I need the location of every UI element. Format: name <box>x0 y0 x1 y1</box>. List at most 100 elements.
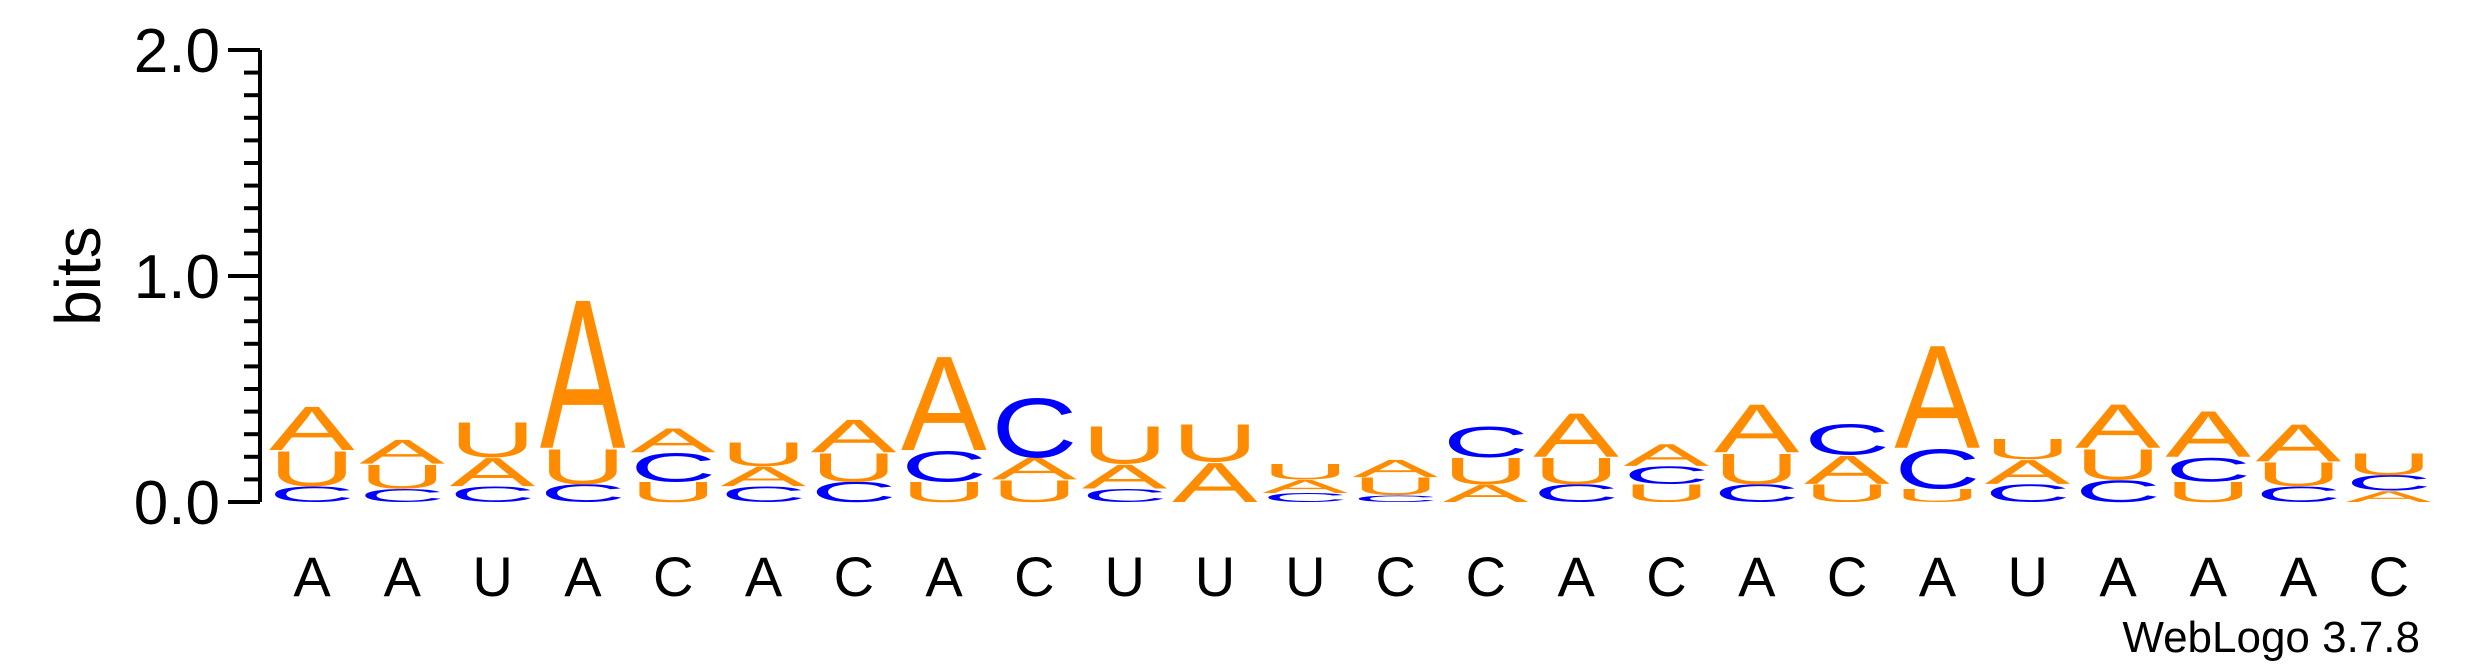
logo-letter-A: A <box>1804 448 1890 493</box>
x-tick-label: A <box>564 545 602 608</box>
logo-column: UCA <box>2165 397 2251 508</box>
y-axis-label: bits <box>42 226 114 326</box>
logo-letter-C: C <box>1714 480 1800 508</box>
logo-letter-A: A <box>1262 476 1348 497</box>
logo-letter-U: U <box>1985 434 2071 465</box>
x-tick-label: C <box>834 545 874 608</box>
logo-letter-A: A <box>991 451 1078 486</box>
logo-letter-U: U <box>450 412 536 468</box>
logo-letter-C: C <box>1082 485 1168 506</box>
logo-letter-C: C <box>1894 438 1980 501</box>
logo-letter-C: C <box>359 485 445 506</box>
logo-letter-U: U <box>1894 485 1980 506</box>
logo-column: CUA <box>2256 413 2342 507</box>
logo-letter-C: C <box>991 380 1077 475</box>
logo-column: AUC <box>1443 418 1529 508</box>
logo-letter-C: C <box>1533 480 1619 508</box>
logo-letter-A: A <box>1624 437 1711 472</box>
logo-letter-A: A <box>811 410 897 463</box>
logo-letter-C: C <box>1804 415 1890 464</box>
x-tick-label: U <box>1104 545 1144 608</box>
logo-column: CAU <box>450 412 536 507</box>
logo-column: CUA <box>359 432 445 506</box>
logo-letter-C: C <box>1443 418 1529 467</box>
x-tick-label: C <box>1466 545 1506 608</box>
logo-letter-A: A <box>2346 488 2432 506</box>
x-tick-label: A <box>2099 545 2137 608</box>
logo-letter-C: C <box>901 442 987 491</box>
logo-letter-U: U <box>1353 473 1439 501</box>
logo-letter-C: C <box>2346 471 2432 496</box>
logo-letter-A: A <box>540 256 626 494</box>
logo-column: CAU <box>721 435 807 507</box>
logo-column: CAU <box>1262 460 1348 505</box>
logo-column: CUA <box>1353 454 1439 504</box>
logo-letter-U: U <box>2256 455 2342 494</box>
logo-letter-C: C <box>2256 482 2342 507</box>
logo-letter-A: A <box>1894 315 1980 479</box>
axes: 0.0 1.0 2.0 bits <box>42 17 262 538</box>
x-tick-label: A <box>745 545 783 608</box>
logo-letter-U: U <box>359 457 445 496</box>
x-tick-label: A <box>2190 545 2228 608</box>
logo-letter-A: A <box>1353 454 1439 482</box>
logo-letter-C: C <box>540 480 626 508</box>
logo-letter-U: U <box>1262 460 1348 485</box>
logo-letter-C: C <box>2075 474 2161 509</box>
logo-letter-A: A <box>721 461 807 493</box>
logo-letter-A: A <box>1172 451 1258 514</box>
logo-letter-U: U <box>1624 480 1710 508</box>
logo-letter-U: U <box>269 441 355 497</box>
logo-column: UCA <box>901 328 987 508</box>
x-tick-label: C <box>653 545 693 608</box>
logo-letter-C: C <box>1624 461 1710 489</box>
logo-letter-A: A <box>1082 457 1168 496</box>
logo-letter-U: U <box>2346 447 2432 482</box>
x-tick-label: A <box>1919 545 1957 608</box>
x-tick-label: A <box>384 545 422 608</box>
logo-letter-A: A <box>1443 479 1529 507</box>
logo-letter-A: A <box>2256 413 2342 473</box>
logo-letter-U: U <box>540 439 626 495</box>
logo-letter-U: U <box>811 445 897 491</box>
logo-letter-A: A <box>630 421 716 460</box>
logo-letter-A: A <box>2075 392 2161 462</box>
logo-letter-U: U <box>2165 477 2251 508</box>
logo-letter-U: U <box>1443 450 1529 492</box>
x-tick-label: U <box>1285 545 1325 608</box>
logo-letter-A: A <box>1533 401 1619 471</box>
logo-letter-C: C <box>1262 491 1348 505</box>
logo-column: AU <box>1172 413 1258 515</box>
logo-letter-C: C <box>450 482 536 507</box>
logo-column: CUA <box>2075 392 2161 509</box>
logo-letter-U: U <box>2075 440 2161 489</box>
logo-letter-U: U <box>1533 450 1619 492</box>
x-tick-label: C <box>1375 545 1415 608</box>
logo-column: CUA <box>540 256 626 507</box>
x-tick-label: A <box>925 545 963 608</box>
logo-letter-U: U <box>1082 415 1168 475</box>
y-tick-label: 1.0 <box>134 243 220 312</box>
logo-letter-A: A <box>359 432 445 471</box>
logo-letter-C: C <box>269 482 355 507</box>
logo-letter-U: U <box>1804 480 1890 508</box>
x-tick-label: C <box>1646 545 1686 608</box>
logo-letter-C: C <box>2165 451 2251 490</box>
logo-column: UAC <box>1804 415 1890 507</box>
logo-letter-C: C <box>1353 494 1439 504</box>
logo-letter-A: A <box>901 328 987 479</box>
x-tick-label: A <box>1558 545 1596 608</box>
logo-column: CUA <box>1533 401 1619 508</box>
logo-letter-U: U <box>901 477 987 508</box>
logo-letter-A: A <box>2165 397 2251 471</box>
x-tick-label: A <box>293 545 331 608</box>
logo-column: CUA <box>811 410 897 508</box>
logo-column: CAU <box>1985 434 2071 508</box>
logo-letter-A: A <box>269 394 355 464</box>
x-tick-label: U <box>472 545 512 608</box>
logo-column: CUA <box>1714 390 1800 508</box>
logo-column: UCA <box>1894 315 1980 506</box>
